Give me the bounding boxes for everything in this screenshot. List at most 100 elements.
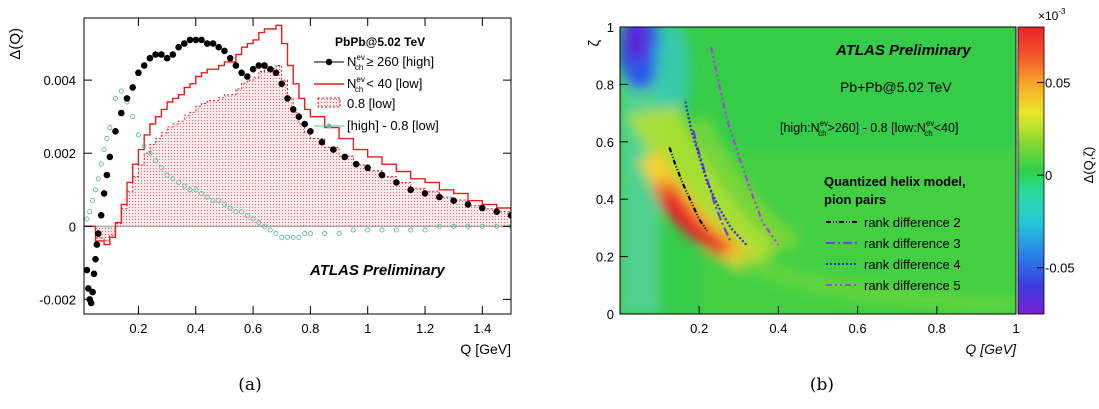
high-point — [203, 40, 211, 47]
high-point — [364, 164, 372, 172]
scaled-low-fill — [84, 65, 511, 241]
selection-part-3: <40] — [934, 121, 959, 135]
y-tick-label-a: -0.002 — [39, 292, 76, 307]
diff-point — [256, 220, 262, 226]
z-tick-label: -0.05 — [1045, 261, 1075, 276]
high-point — [140, 62, 148, 69]
annotation-system-b: Pb+Pb@5.02 TeV — [840, 79, 952, 95]
x-tick-label-b: 0.2 — [690, 321, 708, 336]
y-tick-label-a: 0.002 — [43, 146, 76, 161]
x-axis-label-b: Q [GeV] — [965, 341, 1017, 357]
high-point — [301, 120, 309, 128]
diff-point — [233, 209, 239, 215]
x-tick-label-a: 0.4 — [187, 321, 205, 336]
z-axis-label: Δ(Q,ζ) — [1081, 147, 1096, 184]
high-point — [85, 285, 92, 292]
diff-point — [170, 176, 176, 182]
diff-point — [379, 227, 385, 233]
z-tick-label: 0.05 — [1045, 76, 1070, 91]
high-point — [93, 241, 101, 248]
panel-caption-a: (a) — [238, 375, 261, 395]
selection-sup-1: ev — [820, 119, 828, 128]
color-scale-bar — [1017, 26, 1045, 315]
high-point — [209, 40, 217, 47]
diff-point — [302, 231, 308, 237]
diff-point — [227, 205, 233, 211]
legend-b-label: rank difference 4 — [864, 257, 961, 272]
legend-a: Nev ch ≥ 260 [high] Nev ch < 40 [low] 0.8 [l… — [314, 53, 439, 133]
legend-diff-label: [high] - 0.8 [low] — [347, 118, 439, 133]
diff-point — [465, 223, 471, 229]
high-point — [163, 54, 171, 62]
high-point — [92, 255, 99, 263]
annotation-model-b: Quantized helix model, — [824, 174, 966, 189]
frame-b — [619, 26, 1017, 315]
diff-point — [112, 95, 119, 101]
legend-high-sub: ch — [355, 63, 363, 72]
y-tick-label-b: 1 — [607, 20, 614, 35]
diff-point — [261, 223, 268, 229]
high-point — [272, 69, 280, 77]
y-tick-label-a: 0 — [69, 219, 76, 234]
diff-point — [336, 231, 342, 237]
legend-b-label: rank difference 3 — [864, 236, 961, 251]
frame-a — [83, 17, 512, 315]
high-point — [123, 95, 131, 102]
high-point — [198, 36, 205, 44]
y-tick-label-b: 0.6 — [596, 135, 614, 150]
high-point — [84, 266, 91, 274]
atlas-label-a: ATLAS Preliminary — [309, 262, 445, 279]
diff-point — [239, 209, 245, 215]
high-point — [352, 160, 360, 168]
high-point — [289, 106, 297, 113]
high-point — [232, 62, 240, 69]
high-point — [330, 146, 337, 153]
high-point — [100, 190, 108, 197]
z-exponent-power: -3 — [1058, 7, 1066, 16]
high-point — [103, 171, 111, 179]
legend-high-text: ≥ 260 [high] — [366, 54, 434, 69]
selection-sub-1: ch — [818, 129, 826, 138]
diff-point — [422, 227, 428, 233]
diff-point — [216, 198, 222, 204]
x-tick-label-a: 0.6 — [244, 321, 262, 336]
heatmap-map — [620, 27, 1016, 314]
z-exponent: ×10-3 — [1038, 7, 1066, 23]
annotation-selection-b: [high:Nev ch>260] - 0.8 [low:Nev ch<40] — [780, 119, 958, 138]
high-point — [249, 65, 257, 73]
diff-point — [98, 161, 104, 167]
high-point — [507, 212, 511, 219]
high-point — [278, 80, 286, 88]
selection-part-1: [high:N — [780, 121, 820, 135]
y-axis-label-a: Δ(Q) — [7, 28, 24, 60]
legend-scaled-swatch — [317, 97, 341, 108]
diff-point — [101, 147, 107, 153]
legend-high-marker — [325, 58, 333, 66]
high-point — [97, 212, 105, 219]
diff-point — [365, 227, 371, 233]
selection-sub-2: ch — [924, 129, 932, 138]
diff-point — [92, 187, 99, 193]
x-tick-label-a: 1 — [364, 321, 371, 336]
diff-point — [84, 216, 90, 222]
high-point — [393, 179, 400, 186]
diff-point — [90, 198, 96, 204]
legend-b: rank difference 2 rank difference 3 rank d… — [826, 215, 961, 293]
x-tick-label-a: 0.8 — [301, 321, 319, 336]
high-point — [407, 186, 415, 194]
diff-point — [87, 209, 93, 215]
diff-point — [204, 194, 210, 200]
high-point — [158, 51, 165, 58]
high-point — [169, 51, 177, 58]
high-point — [261, 62, 268, 69]
diff-point — [393, 227, 399, 233]
diff-point — [290, 234, 296, 240]
diff-point — [436, 223, 442, 229]
x-tick-label-b: 0.4 — [769, 321, 787, 336]
diff-point — [250, 216, 256, 222]
diff-point — [104, 136, 110, 142]
y-axis-label-b: ζ — [586, 40, 603, 47]
diff-point — [479, 223, 485, 229]
legend-title-a: PbPb@5.02 TeV — [335, 35, 425, 49]
diff-point — [181, 183, 187, 189]
